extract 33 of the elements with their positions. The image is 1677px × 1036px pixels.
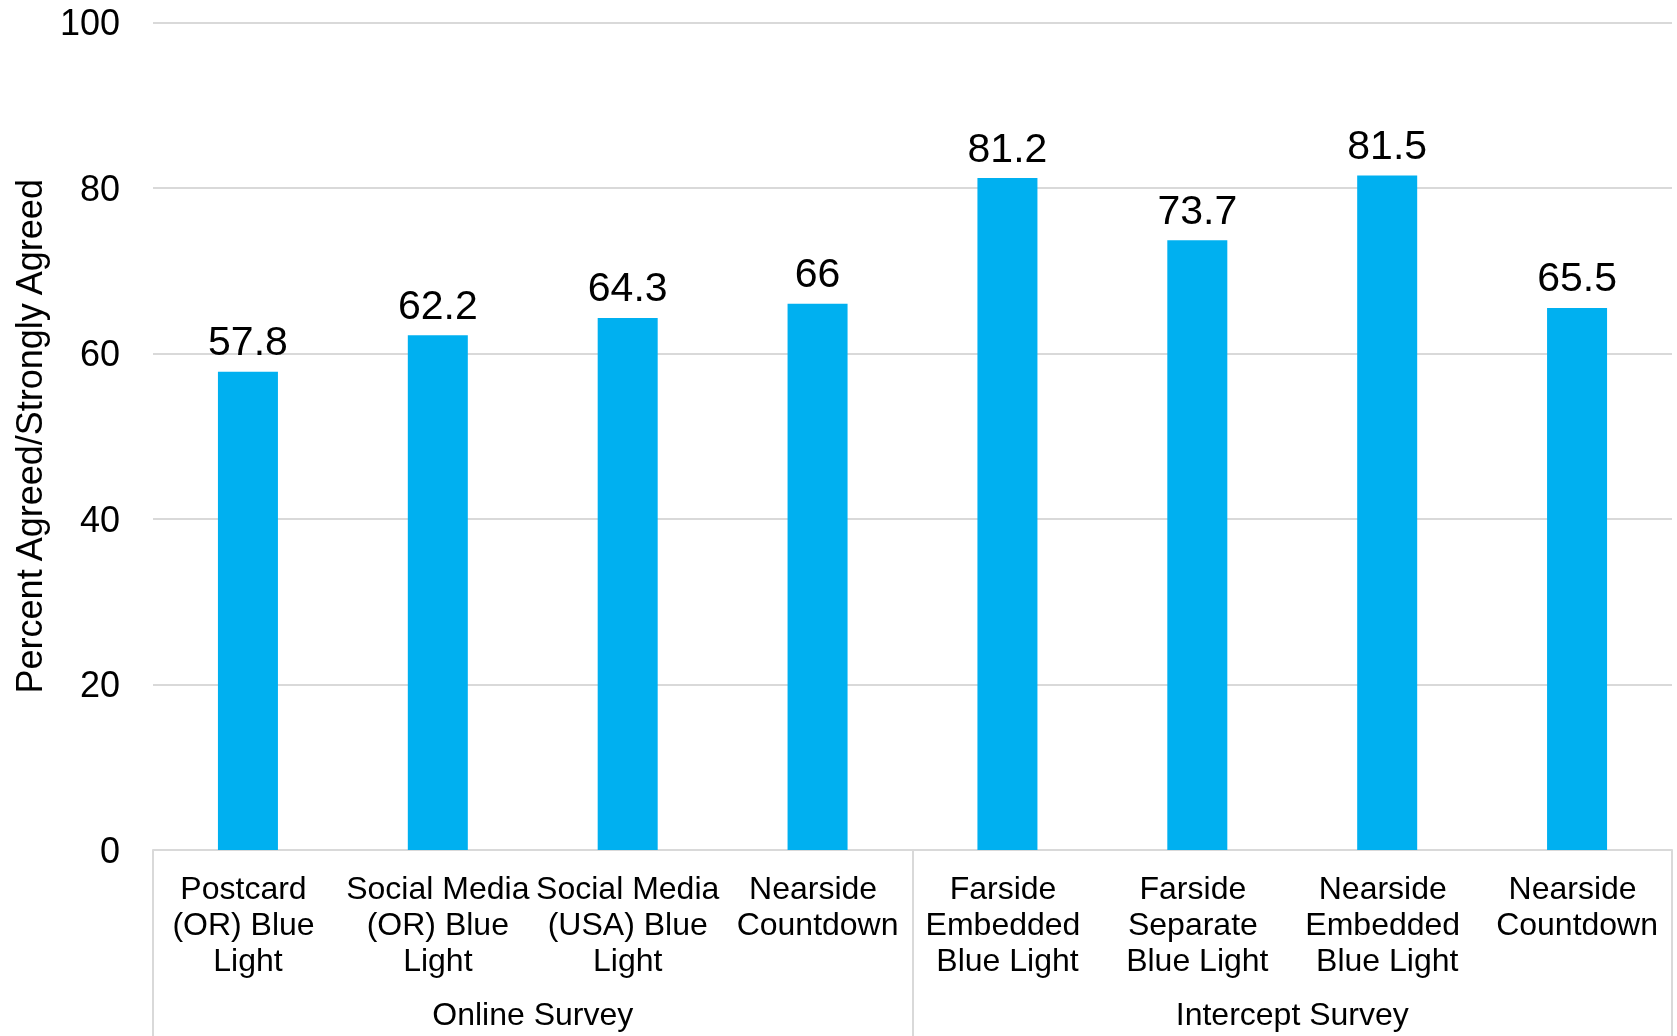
data-label: 65.5 — [1537, 254, 1617, 301]
y-tick-label: 80 — [79, 167, 120, 209]
bar — [217, 371, 278, 850]
x-tick-label: Social Media (USA) Blue Light — [536, 870, 720, 978]
y-tick-label: 100 — [59, 2, 120, 43]
bar — [787, 303, 848, 850]
x-tick-label: Farside Separate Blue Light — [1126, 870, 1269, 978]
bar — [597, 317, 658, 850]
data-label: 64.3 — [587, 264, 668, 311]
x-tick-label: Nearside Countdown — [1496, 870, 1659, 942]
data-label: 73.7 — [1157, 186, 1238, 233]
bar — [977, 178, 1038, 850]
y-tick-label: 20 — [79, 664, 120, 705]
data-label: 57.8 — [208, 318, 288, 365]
y-tick-label: 40 — [79, 498, 120, 540]
bar — [1547, 307, 1608, 850]
data-label: 81.2 — [967, 124, 1048, 171]
bar — [1357, 175, 1418, 850]
x-tick-label: Nearside Embedded Blue Light — [1305, 870, 1470, 978]
y-tick-label: 60 — [79, 333, 120, 374]
x-tick-label: Nearside Countdown — [736, 870, 899, 942]
data-label: 81.5 — [1347, 122, 1428, 169]
y-axis-title: Percent Agreed/Strongly Agreed — [8, 179, 50, 694]
data-label: 66 — [794, 250, 841, 297]
data-label: 62.2 — [397, 281, 478, 328]
x-tick-label: Farside Embedded Blue Light — [925, 870, 1090, 978]
bar — [407, 335, 468, 850]
x-tick-label: Postcard (OR) Blue Light — [172, 870, 324, 978]
bar — [1167, 240, 1228, 850]
y-tick-label: 0 — [99, 829, 120, 871]
text: Intercept Survey — [1175, 996, 1409, 1032]
x-tick-label: Social Media (OR) Blue Light — [346, 870, 530, 978]
text: Online Survey — [432, 996, 634, 1032]
